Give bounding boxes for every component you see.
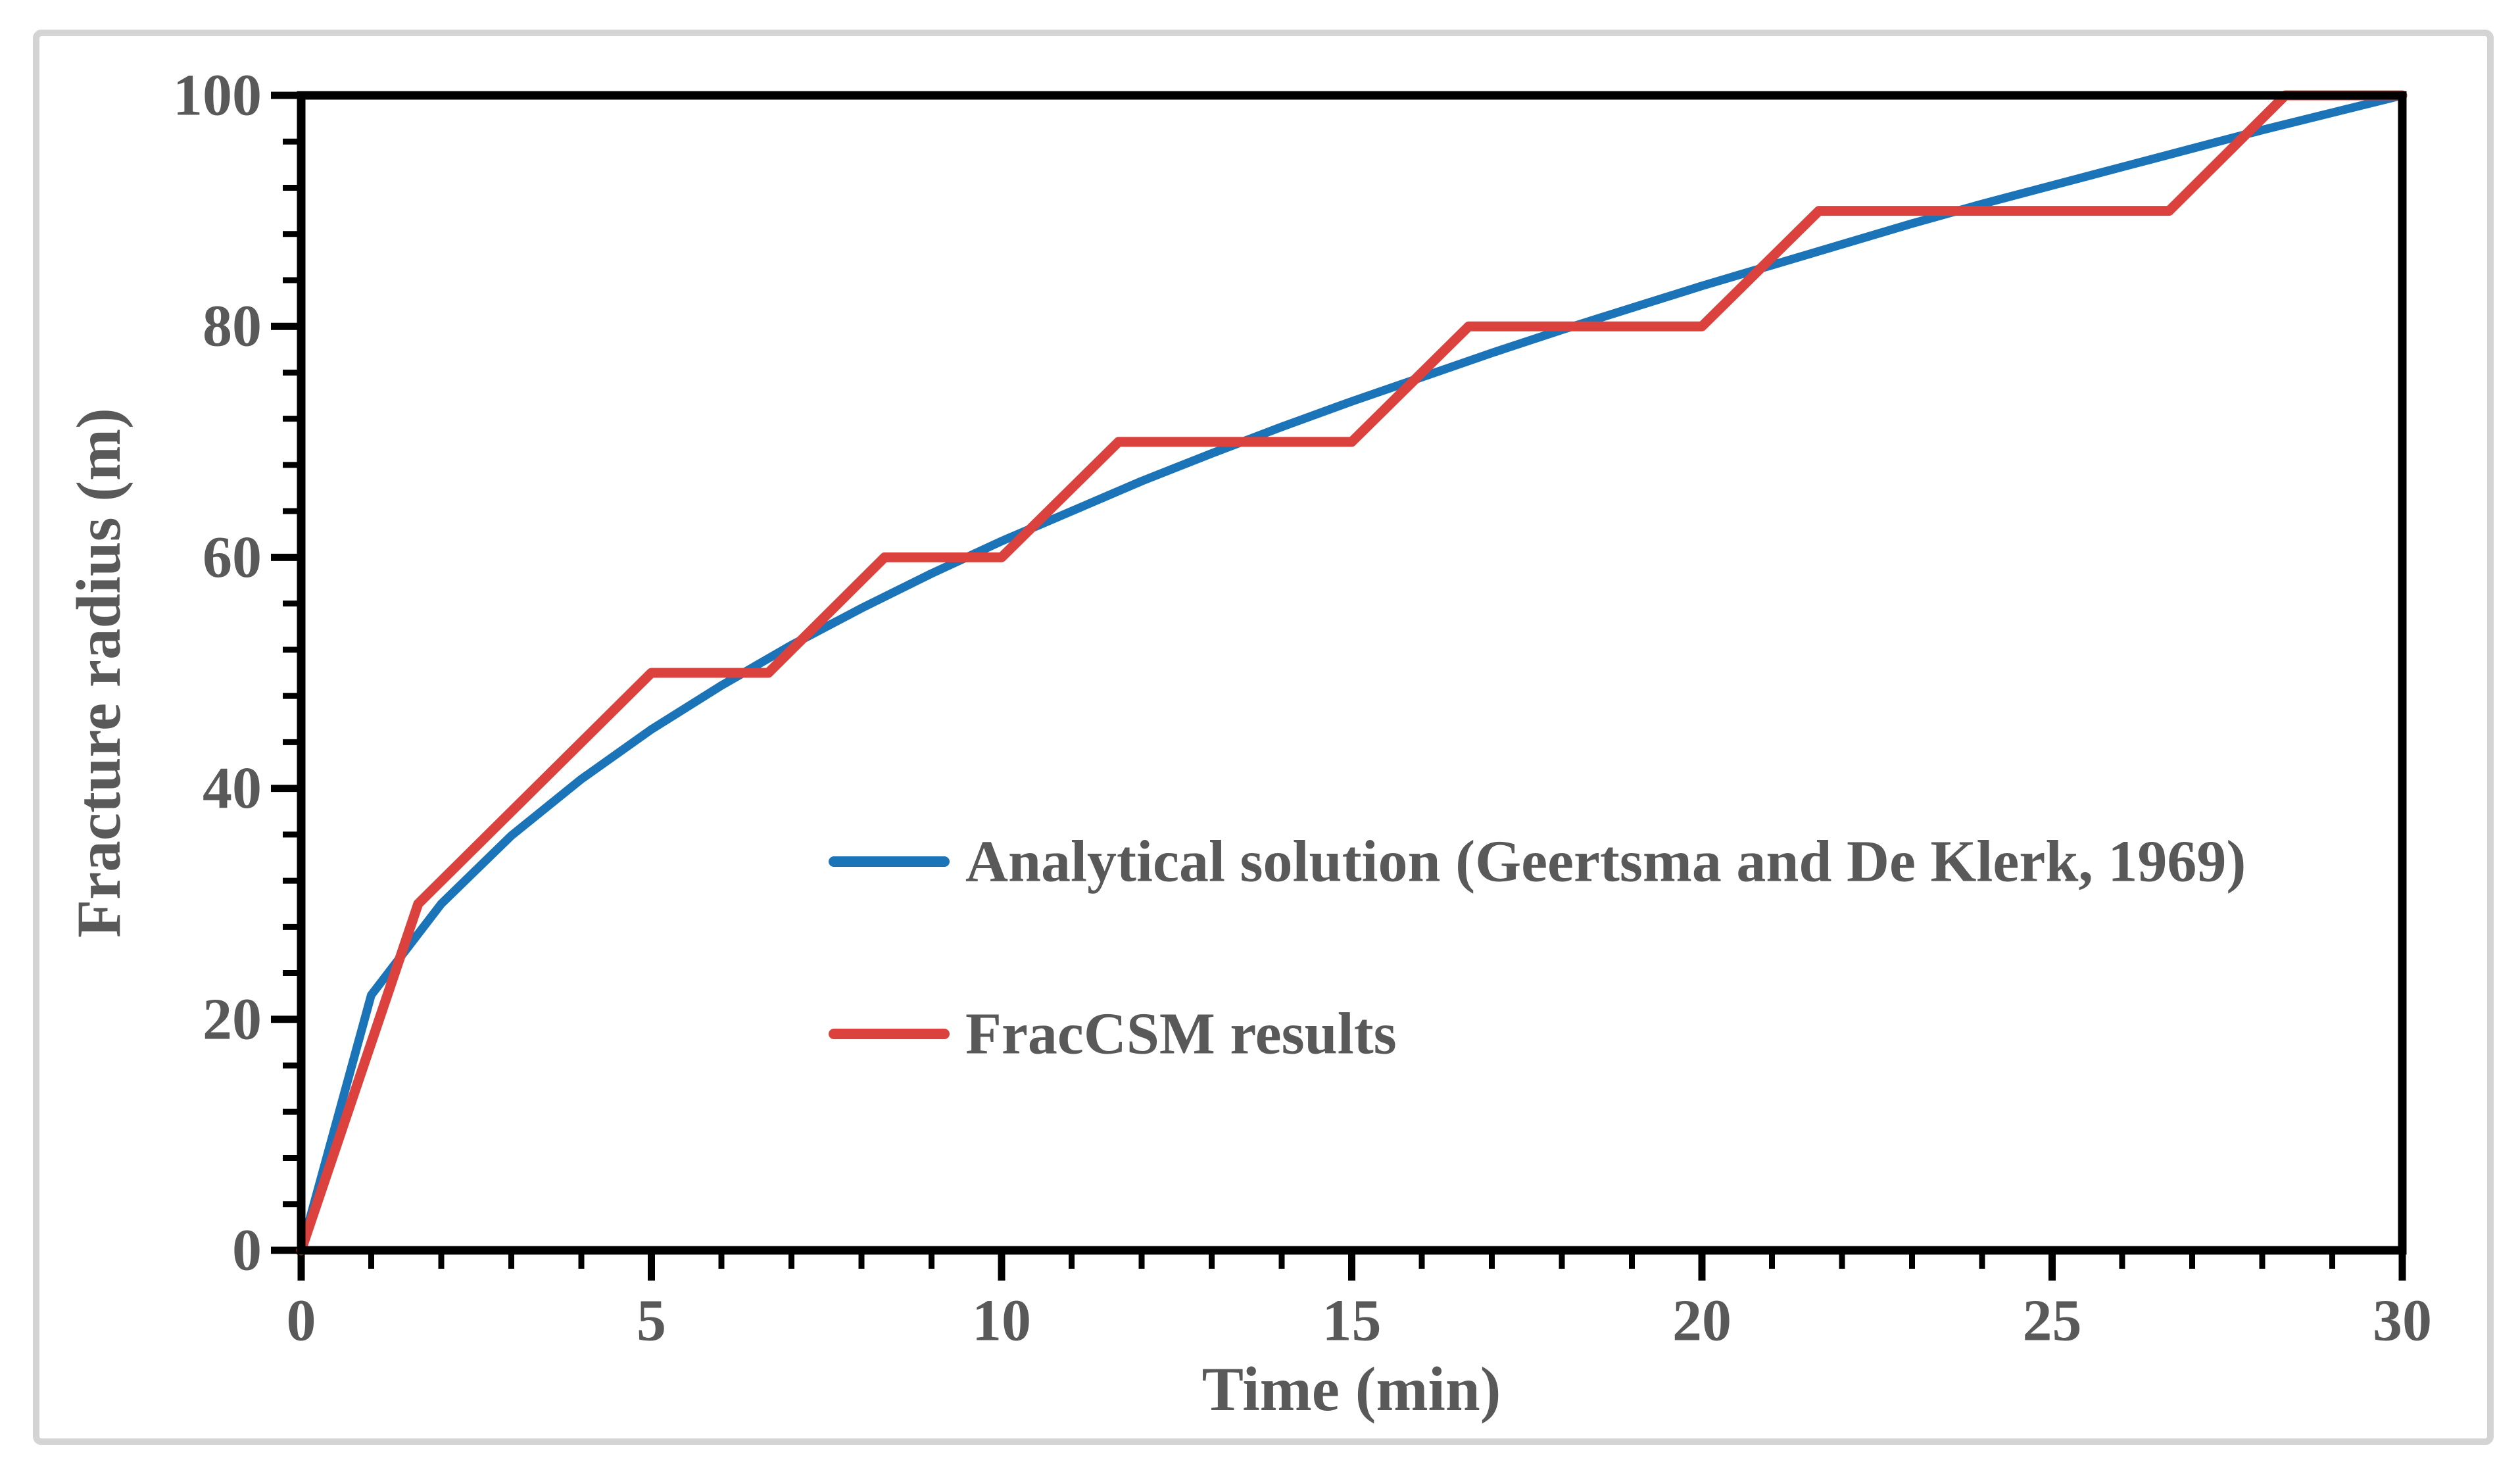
y-tick-label-40: 40 <box>203 756 262 821</box>
x-tick-label-20: 20 <box>1672 1288 1732 1354</box>
y-tick-label-60: 60 <box>203 525 262 590</box>
series-layer <box>296 90 2408 1256</box>
analytical-solution-legend-label: Analytical solution (Geertsma and De Kle… <box>965 829 2246 894</box>
x-tick-label-0: 0 <box>287 1288 316 1354</box>
y-tick-label-100: 100 <box>173 63 262 128</box>
legend: Analytical solution (Geertsma and De Kle… <box>829 829 2246 1067</box>
y-tick-label-80: 80 <box>203 294 262 359</box>
figure-border <box>33 30 2494 1445</box>
fraccsm-results-legend-label: FracCSM results <box>965 1002 1397 1067</box>
x-tick-label-10: 10 <box>972 1288 1031 1354</box>
plot-frame <box>297 91 2407 1255</box>
legend-item-fraccsm: FracCSM results <box>829 1002 1397 1067</box>
x-tick-label-15: 15 <box>1322 1288 1382 1354</box>
y-tick-label-20: 20 <box>203 987 262 1052</box>
axis-ticks-layer: 0 5 10 15 20 25 30 0 20 40 60 80 100 <box>173 63 2432 1354</box>
analytical-solution-line <box>297 91 2407 1255</box>
y-tick-label-0: 0 <box>232 1218 262 1283</box>
fraccsm-results-line <box>296 90 2408 1256</box>
y-axis-title: Fracture radius (m) <box>64 408 133 938</box>
x-tick-label-30: 30 <box>2373 1288 2432 1354</box>
x-axis-title: Time (min) <box>1202 1354 1501 1424</box>
legend-item-analytical: Analytical solution (Geertsma and De Kle… <box>829 829 2246 894</box>
x-tick-label-5: 5 <box>637 1288 666 1354</box>
x-tick-label-25: 25 <box>2023 1288 2082 1354</box>
